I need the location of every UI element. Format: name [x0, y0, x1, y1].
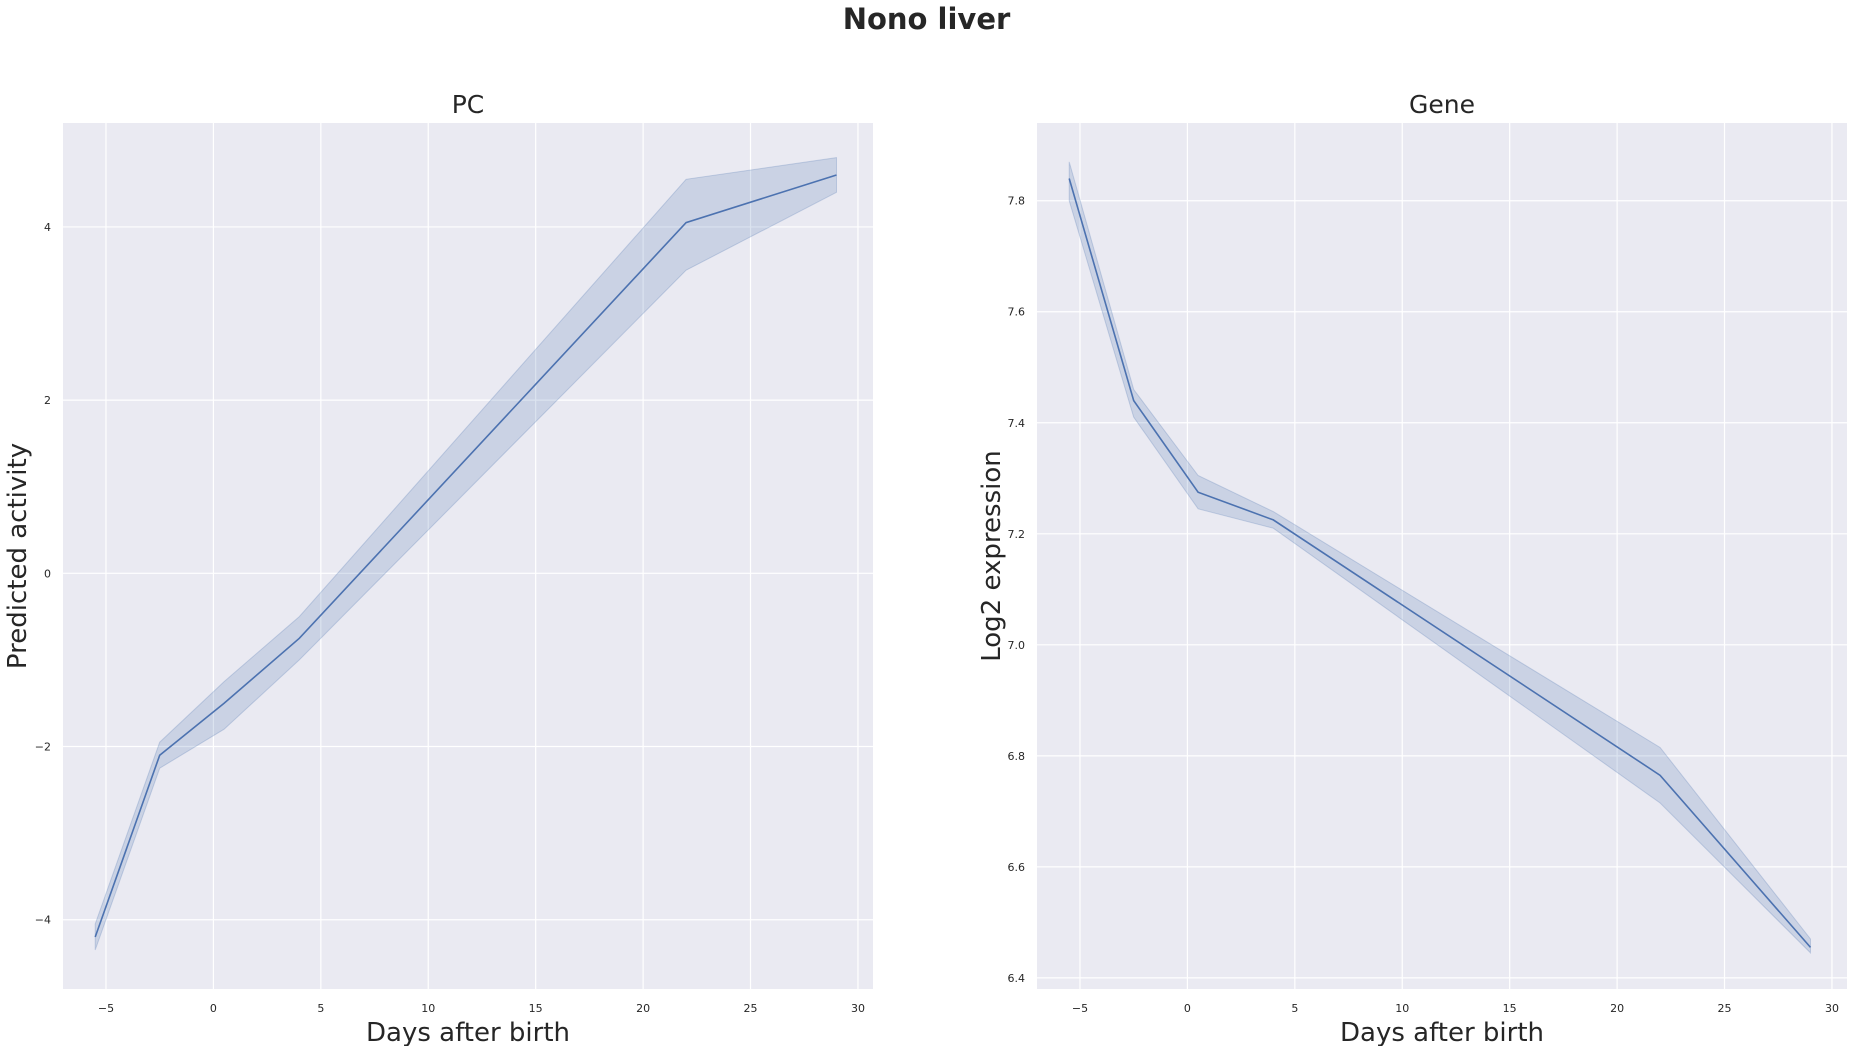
- y-axis-label: Predicted activity: [3, 443, 33, 669]
- panel-title: Gene: [1409, 90, 1475, 119]
- y-tick-label: 7.2: [1008, 528, 1026, 541]
- x-tick-label: 0: [1184, 1002, 1191, 1015]
- plot-area: [1037, 123, 1847, 989]
- x-tick-label: 15: [529, 1002, 543, 1015]
- x-tick-label: −5: [98, 1002, 114, 1015]
- y-tick-label: 7.8: [1008, 195, 1026, 208]
- plot-area: [63, 123, 873, 989]
- x-tick-label: 15: [1503, 1002, 1517, 1015]
- x-tick-label: 25: [744, 1002, 758, 1015]
- chart-panel-1: −5 0 5 10 15 20 25 30 −4 −2 0 2 4 PC Days after birth P…: [3, 90, 873, 1046]
- x-tick-label: 10: [421, 1002, 435, 1015]
- y-tick-label: 6.8: [1008, 750, 1026, 763]
- y-tick-label: 6.4: [1008, 972, 1026, 985]
- x-axis-label: Days after birth: [1340, 1018, 1544, 1046]
- y-tick-label: 0: [44, 567, 51, 580]
- series-line: [1068, 178, 1812, 948]
- y-tick-label: −4: [35, 914, 51, 927]
- x-tick-label: 20: [636, 1002, 650, 1015]
- series-line: [94, 174, 837, 938]
- y-tick-label: 2: [44, 394, 51, 407]
- chart-panel-2: −5 0 5 10 15 20 25 30 6.4 6.6 6.8 7.0 7.2 7.4 7.6 7.8 Ge…: [977, 90, 1847, 1046]
- x-tick-label: 30: [1825, 1002, 1839, 1015]
- confidence-band: [1068, 161, 1811, 955]
- y-axis-label: Log2 expression: [977, 450, 1007, 662]
- x-tick-label: 5: [317, 1002, 324, 1015]
- x-tick-label: 5: [1291, 1002, 1298, 1015]
- x-tick-label: −5: [1072, 1002, 1088, 1015]
- figure-title: Nono liver: [842, 2, 1011, 36]
- panel-title: PC: [452, 90, 485, 119]
- x-axis-label: Days after birth: [366, 1018, 570, 1046]
- y-tick-label: −2: [35, 741, 51, 754]
- x-tick-label: 20: [1610, 1002, 1624, 1015]
- x-tick-label: 30: [851, 1002, 865, 1015]
- confidence-band: [94, 157, 837, 951]
- y-tick-label: 4: [44, 221, 51, 234]
- y-tick-label: 7.4: [1008, 417, 1026, 430]
- x-tick-label: 25: [1718, 1002, 1732, 1015]
- y-tick-label: 6.6: [1008, 861, 1026, 874]
- x-tick-label: 10: [1395, 1002, 1409, 1015]
- x-tick-label: 0: [210, 1002, 217, 1015]
- y-tick-label: 7.0: [1008, 639, 1026, 652]
- y-tick-label: 7.6: [1008, 306, 1026, 319]
